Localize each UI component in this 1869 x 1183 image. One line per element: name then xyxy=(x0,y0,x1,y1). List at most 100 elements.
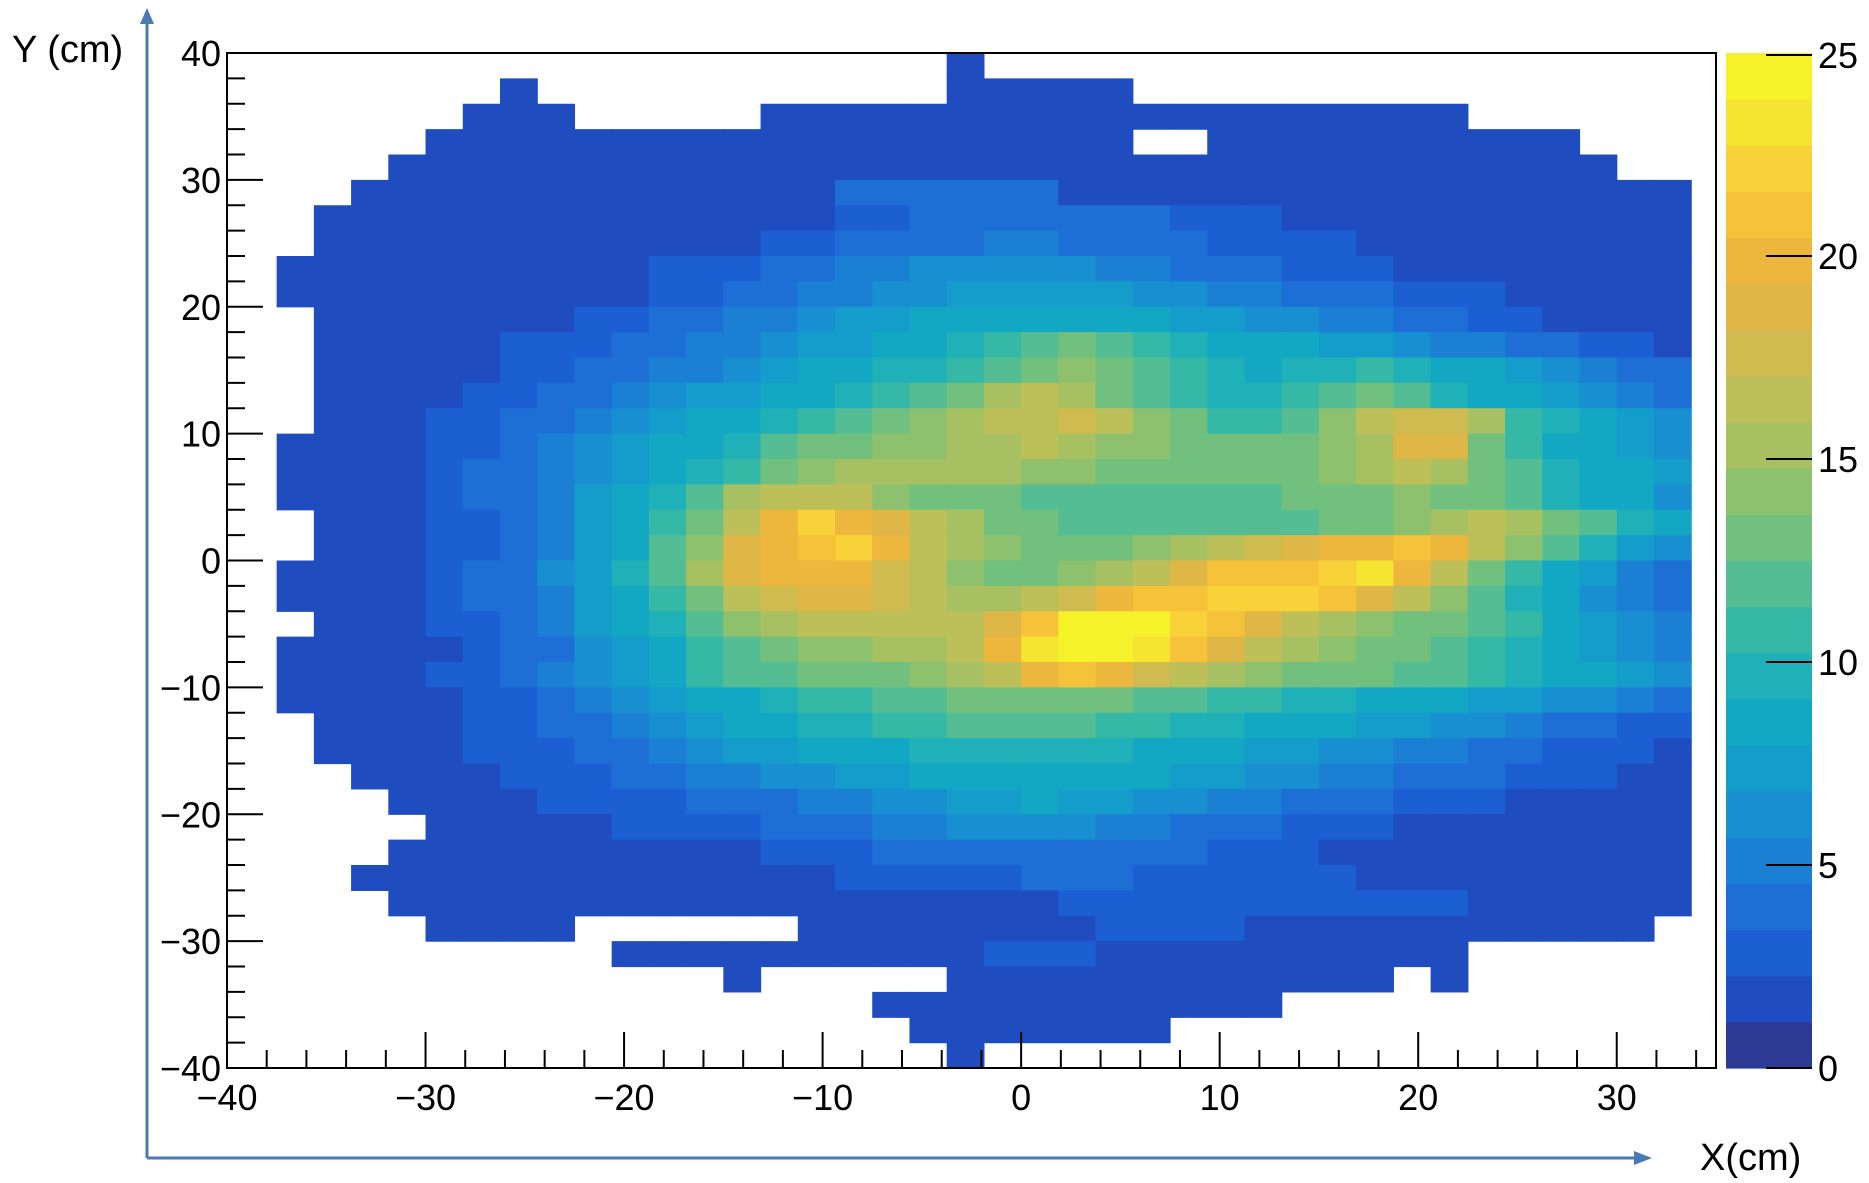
heatmap-cell xyxy=(1393,306,1432,333)
heatmap-cell xyxy=(1616,433,1655,460)
heatmap-cell xyxy=(388,535,427,562)
heatmap-cell xyxy=(1095,382,1134,409)
heatmap-cell xyxy=(686,636,724,663)
heatmap-cell xyxy=(276,256,315,282)
heatmap-cell xyxy=(1132,256,1171,282)
heatmap-cell xyxy=(1281,611,1320,638)
heatmap-cell xyxy=(499,459,538,485)
heatmap-cell xyxy=(1356,738,1394,765)
heatmap-cell xyxy=(1542,915,1581,942)
heatmap-cell xyxy=(1170,306,1208,333)
heatmap-cell xyxy=(946,256,985,282)
heatmap-cell xyxy=(574,738,613,765)
heatmap-cell xyxy=(1393,560,1432,587)
heatmap-cell xyxy=(1021,459,1059,485)
heatmap-cell xyxy=(1244,712,1283,739)
heatmap-cell xyxy=(760,814,799,841)
heatmap-cell xyxy=(686,712,724,739)
heatmap-cell xyxy=(686,560,724,587)
heatmap-cell xyxy=(1132,535,1171,562)
heatmap-cell xyxy=(1207,560,1246,587)
heatmap-cell xyxy=(1430,687,1469,714)
heatmap-cell xyxy=(1430,459,1469,485)
heatmap-cell xyxy=(760,509,799,536)
heatmap-cell xyxy=(983,585,1022,612)
heatmap-cell xyxy=(537,585,576,612)
heatmap-cell xyxy=(648,281,687,308)
heatmap-cell xyxy=(760,865,799,891)
heatmap-cell xyxy=(388,865,427,891)
heatmap-cell xyxy=(388,408,427,435)
heatmap-cell xyxy=(1207,459,1246,485)
heatmap-cell xyxy=(1318,687,1357,714)
heatmap-cell xyxy=(1132,332,1171,359)
heatmap-cell xyxy=(1356,382,1394,409)
heatmap-cell xyxy=(1653,281,1692,308)
heatmap-cell xyxy=(1244,103,1283,130)
heatmap-cell xyxy=(1505,636,1543,663)
heatmap-cell xyxy=(574,560,613,587)
heatmap-cell xyxy=(1318,662,1357,688)
heatmap-cell xyxy=(1653,382,1692,409)
heatmap-cell xyxy=(1095,763,1134,790)
heatmap-cell xyxy=(1505,839,1543,866)
heatmap-cell xyxy=(835,662,873,688)
heatmap-cell xyxy=(462,306,501,333)
heatmap-cell xyxy=(1132,560,1171,587)
heatmap-cell xyxy=(1021,788,1059,815)
heatmap-cell xyxy=(983,484,1022,511)
heatmap-cell xyxy=(1281,154,1320,181)
colorbar-segment xyxy=(1726,145,1812,193)
heatmap-cell xyxy=(611,535,650,562)
heatmap-cell xyxy=(1058,763,1097,790)
heatmap-cell xyxy=(425,738,464,765)
heatmap-cell xyxy=(1058,332,1097,359)
heatmap-cell xyxy=(723,560,762,587)
heatmap-cell xyxy=(686,814,724,841)
colorbar-segment xyxy=(1726,468,1812,515)
heatmap-cell xyxy=(872,687,911,714)
heatmap-cell xyxy=(388,306,427,333)
heatmap-cell xyxy=(1430,154,1469,181)
heatmap-cell xyxy=(611,256,650,282)
heatmap-cell xyxy=(648,230,687,257)
heatmap-cell xyxy=(611,890,650,917)
heatmap-cell xyxy=(1244,129,1283,156)
heatmap-cell xyxy=(909,585,948,612)
heatmap-cell xyxy=(611,332,650,359)
heatmap-cell xyxy=(537,611,576,638)
heatmap-cell xyxy=(872,129,911,156)
heatmap-cell xyxy=(983,332,1022,359)
heatmap-cell xyxy=(1505,306,1543,333)
heatmap-cell xyxy=(872,865,911,891)
heatmap-cell xyxy=(909,915,948,942)
heatmap-cell xyxy=(1170,839,1208,866)
heatmap-cell xyxy=(1467,839,1506,866)
heatmap-cell xyxy=(1318,332,1357,359)
heatmap-cell xyxy=(574,509,613,536)
heatmap-cell xyxy=(1579,687,1618,714)
heatmap-cell xyxy=(425,662,464,688)
heatmap-cell xyxy=(611,357,650,384)
heatmap-cell xyxy=(1170,687,1208,714)
heatmap-cell xyxy=(760,738,799,765)
heatmap-cell xyxy=(313,738,352,765)
heatmap-cell xyxy=(1356,814,1394,841)
heatmap-cell xyxy=(313,636,352,663)
heatmap-cell xyxy=(797,179,836,206)
heatmap-cell xyxy=(1058,509,1097,536)
heatmap-cell xyxy=(1467,382,1506,409)
heatmap-cell xyxy=(648,433,687,460)
heatmap-cell xyxy=(946,179,985,206)
heatmap-cell xyxy=(1356,636,1394,663)
heatmap-cell xyxy=(1132,205,1171,232)
heatmap-cell xyxy=(797,611,836,638)
colorbar-tick-label: 15 xyxy=(1818,439,1858,480)
heatmap-cell xyxy=(946,484,985,511)
heatmap-cell xyxy=(1430,915,1469,942)
heatmap-cell xyxy=(1058,484,1097,511)
heatmap-cell xyxy=(499,306,538,333)
heatmap-cell xyxy=(723,281,762,308)
heatmap-cell xyxy=(1095,306,1134,333)
heatmap-cell xyxy=(1430,941,1469,968)
